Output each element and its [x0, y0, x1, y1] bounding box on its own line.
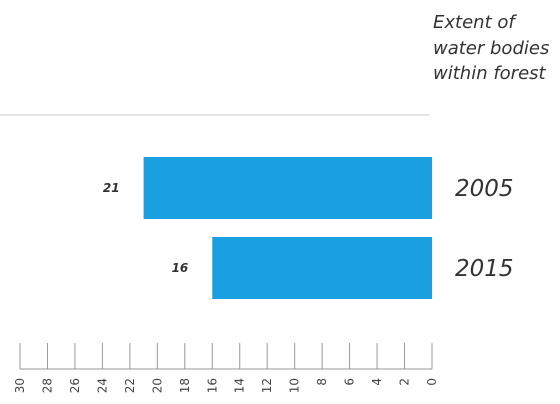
x-tick-label-18: 18	[178, 378, 192, 393]
x-tick-label-6: 6	[343, 378, 357, 386]
title-line-3: within forest	[433, 63, 547, 84]
title-line-1: Extent of	[433, 12, 517, 33]
x-tick-label-14: 14	[233, 378, 247, 393]
x-tick-label-16: 16	[205, 378, 219, 393]
bar-2015	[212, 237, 432, 299]
category-label-2015: 2015	[455, 256, 514, 282]
x-axis: 30 28 26 24 22 20 18 16 14 12 10 8 6 4 2 0	[13, 343, 439, 393]
x-tick-label-20: 20	[150, 378, 164, 393]
x-tick-label-2: 2	[398, 378, 412, 386]
value-label-2015: 16	[172, 261, 189, 275]
title-line-2: water bodies	[433, 38, 549, 59]
x-tick-label-26: 26	[68, 378, 82, 393]
x-tick-label-12: 12	[260, 378, 274, 393]
x-tick-label-0: 0	[425, 378, 439, 386]
bar-2005	[143, 157, 432, 219]
x-tick-label-24: 24	[95, 378, 109, 393]
x-tick-label-22: 22	[123, 378, 137, 393]
x-tick-label-30: 30	[13, 378, 27, 393]
value-label-2005: 21	[103, 181, 120, 195]
x-tick-label-8: 8	[315, 378, 329, 386]
category-label-2005: 2005	[455, 176, 514, 202]
x-tick-label-10: 10	[288, 378, 302, 393]
x-tick-label-4: 4	[370, 378, 384, 386]
bars-layer: 21 2005 16 2015	[103, 157, 514, 299]
x-tick-label-28: 28	[40, 378, 54, 393]
chart-title: Extent of water bodies within forest	[433, 12, 549, 84]
